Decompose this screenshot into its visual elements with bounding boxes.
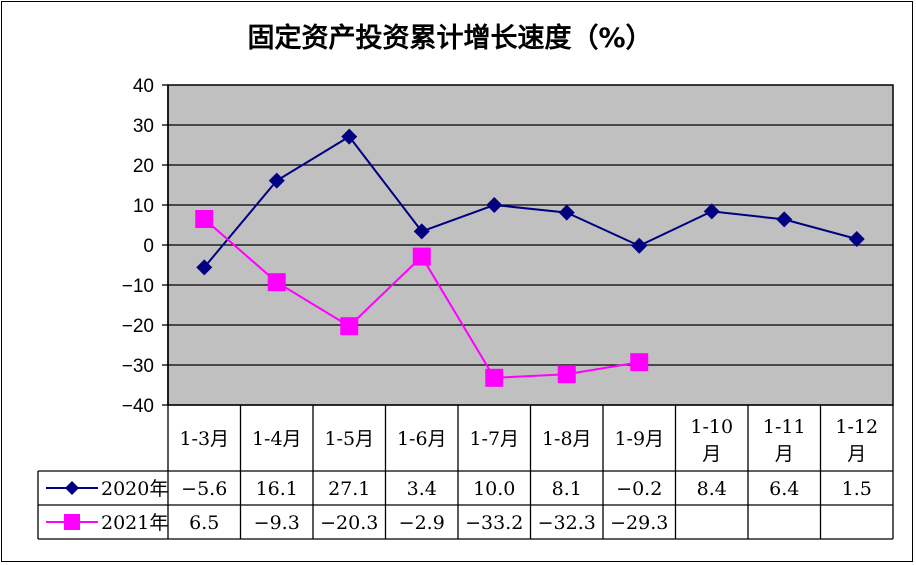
x-tick-label: 1-12 xyxy=(835,416,878,438)
data-point xyxy=(341,128,358,145)
x-tick-label: 1-11 xyxy=(763,416,806,438)
x-tick-label: 1-4月 xyxy=(252,428,302,450)
data-label: 6.4 xyxy=(769,478,799,500)
data-table: 1-3月 1-4月 1-5月 1-6月 1-7月 1-8月 1-9月 1-10 月 1-11 月 1-… xyxy=(37,404,894,540)
data-point xyxy=(486,197,503,213)
data-point xyxy=(412,247,431,266)
data-label: −20.3 xyxy=(320,512,378,534)
y-tick-label: 0 xyxy=(143,236,154,257)
data-point xyxy=(776,211,793,228)
data-point xyxy=(340,317,359,336)
data-label: 16.1 xyxy=(256,478,298,500)
series-layer xyxy=(195,128,865,387)
data-label: 10.0 xyxy=(473,478,515,500)
chart-title: 固定资产投资累计增长速度（%） xyxy=(247,22,652,54)
data-point xyxy=(630,353,649,372)
x-tick-label: 月 xyxy=(775,443,794,465)
x-tick-label: 月 xyxy=(847,443,866,465)
data-point xyxy=(196,259,213,276)
data-point xyxy=(558,204,575,221)
data-label: −32.3 xyxy=(538,512,596,534)
data-label: −9.3 xyxy=(254,512,300,534)
x-tick-label: 1-3月 xyxy=(179,428,229,450)
y-tick-label: −20 xyxy=(122,316,154,337)
y-tick-label: −40 xyxy=(122,396,154,417)
x-tick-label: 1-8月 xyxy=(542,428,592,450)
series-line-1 xyxy=(203,135,858,269)
y-tick-label: 40 xyxy=(133,76,154,97)
data-label: 8.4 xyxy=(697,478,727,500)
x-tick-label: 1-5月 xyxy=(324,428,374,450)
x-tick-label: 1-7月 xyxy=(469,428,519,450)
legend-marker xyxy=(65,481,79,495)
x-tick-label: 1-9月 xyxy=(614,428,664,450)
data-label: 8.1 xyxy=(552,478,582,500)
data-label: 27.1 xyxy=(328,478,370,500)
y-tick-label: 20 xyxy=(133,156,154,177)
y-tick-label: 30 xyxy=(133,116,154,137)
data-point xyxy=(631,237,648,254)
y-tick-label: 10 xyxy=(133,196,154,217)
y-axis: 40 30 20 10 0 −10 −20 −30 −40 xyxy=(122,76,169,417)
data-label: −2.9 xyxy=(399,512,445,534)
y-tick-label: −10 xyxy=(122,276,154,297)
x-tick-label: 1-10 xyxy=(690,416,733,438)
gridlines xyxy=(168,124,893,366)
data-label: −0.2 xyxy=(616,478,662,500)
data-point xyxy=(413,223,430,240)
data-point xyxy=(268,172,285,189)
x-tick-label: 1-6月 xyxy=(397,428,447,450)
data-label: −5.6 xyxy=(181,478,227,500)
y-tick-label: −30 xyxy=(122,356,154,377)
data-label: 6.5 xyxy=(189,512,219,534)
legend-label: 2020年 xyxy=(101,478,168,500)
legend-marker xyxy=(64,514,80,530)
data-point xyxy=(848,231,865,247)
data-point xyxy=(485,368,504,387)
data-point xyxy=(195,210,214,228)
legend-label: 2021年 xyxy=(101,512,168,534)
data-label: −29.3 xyxy=(610,512,668,534)
data-label: 1.5 xyxy=(842,478,872,500)
data-point xyxy=(703,203,720,220)
data-label: −33.2 xyxy=(465,512,523,534)
data-label: 3.4 xyxy=(407,478,437,500)
data-point xyxy=(267,273,286,292)
x-tick-label: 月 xyxy=(702,443,721,465)
data-point xyxy=(557,365,576,384)
